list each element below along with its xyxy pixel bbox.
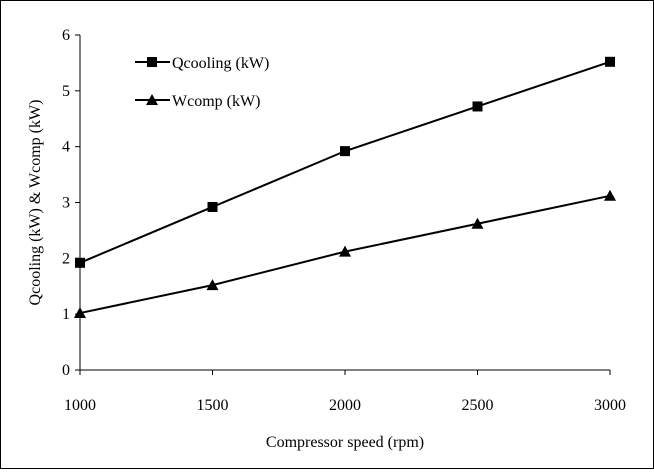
plot-area xyxy=(74,56,616,319)
y-axis-title: Qcooling (kW) & Wcomp (kW) xyxy=(27,100,44,306)
data-point-wcomp xyxy=(471,217,484,229)
data-point-wcomp xyxy=(604,189,616,201)
legend-item-wcomp: Wcomp (kW) xyxy=(135,93,260,110)
legend-label-qcooling: Qcooling (kW) xyxy=(172,55,269,72)
x-tick-label: 1000 xyxy=(64,397,96,414)
data-point-qcooling xyxy=(605,56,615,67)
y-tick-label: 2 xyxy=(62,250,70,267)
x-tick-label: 1500 xyxy=(197,397,229,414)
x-axis-title: Compressor speed (rpm) xyxy=(266,434,424,451)
data-point-wcomp xyxy=(206,279,219,291)
x-tick-label: 2500 xyxy=(462,397,494,414)
x-tick-label: 2000 xyxy=(329,397,361,414)
legend-label-wcomp: Wcomp (kW) xyxy=(172,93,260,110)
legend: Qcooling (kW) Wcomp (kW) xyxy=(135,55,269,110)
legend-marker-qcooling xyxy=(147,57,157,67)
data-point-qcooling xyxy=(75,257,85,268)
y-tick-label: 6 xyxy=(62,27,70,44)
y-tick-label: 3 xyxy=(62,195,70,212)
axes: 0 1 2 3 4 5 6 1000 1500 2000 2500 3000 xyxy=(62,27,626,414)
data-point-wcomp xyxy=(339,245,351,257)
data-point-wcomp xyxy=(74,307,86,319)
y-tick-label: 4 xyxy=(62,139,70,156)
data-point-qcooling xyxy=(340,146,350,157)
data-point-qcooling xyxy=(472,101,483,112)
data-point-qcooling xyxy=(207,201,218,212)
x-tick-label: 3000 xyxy=(594,397,626,414)
legend-marker-wcomp xyxy=(146,94,158,105)
y-tick-label: 0 xyxy=(62,362,70,379)
legend-item-qcooling: Qcooling (kW) xyxy=(135,55,269,72)
y-tick-label: 5 xyxy=(62,83,70,100)
y-tick-label: 1 xyxy=(62,306,70,323)
